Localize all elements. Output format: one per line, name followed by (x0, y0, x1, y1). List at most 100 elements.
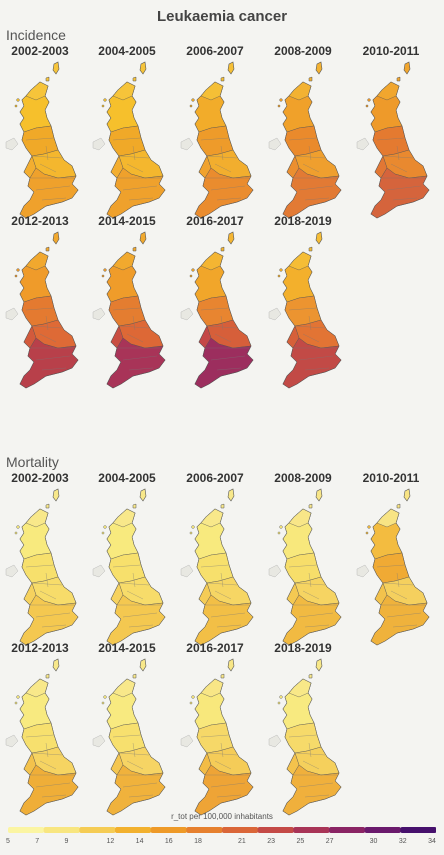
legend-swatch (257, 827, 294, 833)
orkney-island (396, 503, 401, 509)
uk-choropleth-map (268, 658, 342, 816)
district-boundary (302, 163, 320, 173)
district-boundary (386, 612, 422, 618)
uk-choropleth-map (5, 61, 79, 219)
district-boundary (41, 197, 67, 201)
district-boundary (45, 315, 49, 331)
district-boundary (382, 155, 414, 159)
district-boundary (302, 590, 320, 600)
hebrides-island (101, 701, 105, 705)
uk-choropleth-map (180, 61, 254, 219)
legend-tick: 25 (296, 838, 305, 845)
hebrides-island (189, 701, 193, 705)
period-label: 2006-2007 (186, 471, 244, 485)
hebrides-island (191, 525, 195, 529)
district-boundary (288, 564, 318, 568)
region-2 (376, 508, 400, 528)
district-boundary (132, 742, 136, 758)
legend-tick: 9 (64, 838, 69, 845)
legend-swatch (186, 827, 223, 833)
region-5 (282, 337, 342, 389)
region-2 (25, 251, 49, 271)
northern-ireland-shape (268, 564, 282, 578)
district-boundary (200, 734, 230, 738)
shetland-island (52, 231, 60, 245)
district-boundary (39, 163, 57, 173)
district-boundary (308, 145, 312, 161)
region-5 (19, 167, 79, 219)
district-boundary (25, 564, 55, 568)
district-boundary (122, 185, 158, 191)
northern-ireland-shape (5, 137, 19, 151)
district-boundary (206, 582, 238, 586)
shetland-island (139, 488, 147, 502)
section-label-incidence: Incidence (6, 27, 66, 43)
legend-tick: 12 (106, 838, 115, 845)
region-2 (200, 678, 224, 698)
district-boundary (308, 315, 312, 331)
legend-tick: 21 (238, 838, 246, 845)
northern-ireland-shape (5, 307, 19, 321)
region-5 (106, 764, 166, 816)
district-boundary (210, 612, 246, 618)
district-boundary (390, 163, 408, 173)
hebrides-island (14, 104, 18, 108)
orkney-island (132, 76, 137, 82)
northern-ireland-shape (92, 734, 106, 748)
region-4 (286, 582, 300, 606)
district-boundary (376, 137, 406, 141)
legend-swatch (150, 827, 187, 833)
district-boundary (112, 564, 142, 568)
uk-choropleth-map (180, 231, 254, 389)
shetland-island (139, 61, 147, 75)
district-boundary (128, 197, 154, 201)
region-5 (282, 594, 342, 646)
district-boundary (200, 307, 230, 311)
district-boundary (206, 155, 238, 159)
region-4 (23, 155, 37, 179)
district-boundary (39, 333, 57, 343)
district-boundary (392, 197, 418, 201)
chart-title: Leukaemia cancer (156, 8, 288, 25)
hebrides-island (279, 695, 283, 699)
district-boundary (386, 185, 422, 191)
hebrides-island (277, 531, 281, 535)
district-boundary (31, 325, 63, 329)
region-4 (286, 752, 300, 776)
orkney-island (220, 76, 225, 82)
uk-choropleth-map (92, 231, 166, 389)
legend-caption: r_tot per 100,000 inhabitants (171, 812, 273, 821)
period-label: 2018-2019 (274, 214, 332, 228)
district-boundary (118, 325, 150, 329)
district-boundary (302, 333, 320, 343)
district-boundary (220, 315, 224, 331)
legend-tick: 18 (194, 838, 202, 845)
region-5 (370, 594, 430, 646)
district-boundary (206, 752, 238, 756)
district-boundary (132, 572, 136, 588)
district-boundary (220, 742, 224, 758)
shetland-island (403, 61, 411, 75)
hebrides-island (103, 268, 107, 272)
orkney-island (132, 246, 137, 252)
district-boundary (118, 582, 150, 586)
northern-ireland-shape (356, 564, 370, 578)
map-panel-incidence-2012-2013: 2012-2013 (0, 214, 84, 394)
legend-color-bar (8, 827, 436, 833)
district-boundary (126, 760, 144, 770)
region-5 (194, 764, 254, 816)
map-panel-incidence-2008-2009: 2008-2009 (259, 44, 347, 224)
map-panel-mortality-2004-2005: 2004-2005 (83, 471, 171, 651)
map-panel-mortality-2010-2011: 2010-2011 (347, 471, 435, 651)
district-boundary (112, 307, 142, 311)
district-boundary (298, 782, 334, 788)
region-4 (23, 752, 37, 776)
orkney-island (132, 503, 137, 509)
period-label: 2008-2009 (274, 44, 332, 58)
district-boundary (200, 564, 230, 568)
district-boundary (294, 325, 326, 329)
district-boundary (214, 760, 232, 770)
district-boundary (390, 590, 408, 600)
district-boundary (132, 145, 136, 161)
shetland-island (315, 488, 323, 502)
